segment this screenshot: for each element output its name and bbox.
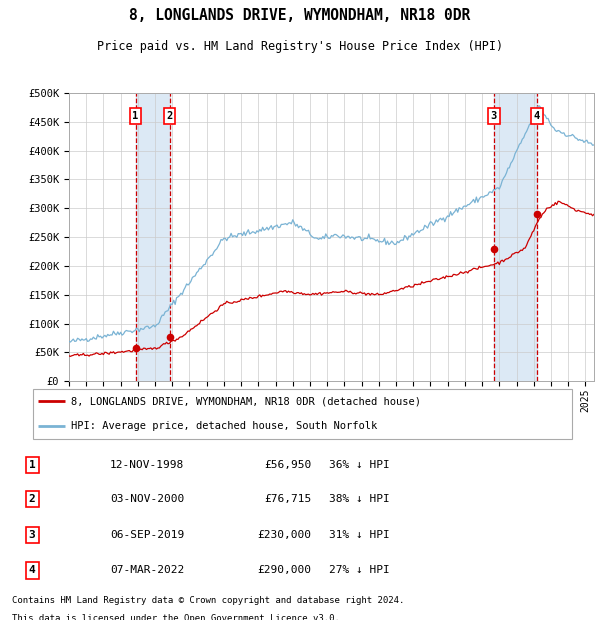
Text: 07-MAR-2022: 07-MAR-2022 [110, 565, 184, 575]
Text: Contains HM Land Registry data © Crown copyright and database right 2024.: Contains HM Land Registry data © Crown c… [12, 595, 404, 604]
Text: 8, LONGLANDS DRIVE, WYMONDHAM, NR18 0DR (detached house): 8, LONGLANDS DRIVE, WYMONDHAM, NR18 0DR … [71, 396, 421, 406]
FancyBboxPatch shape [33, 389, 572, 438]
Text: 8, LONGLANDS DRIVE, WYMONDHAM, NR18 0DR: 8, LONGLANDS DRIVE, WYMONDHAM, NR18 0DR [130, 8, 470, 23]
Text: 36% ↓ HPI: 36% ↓ HPI [329, 460, 389, 470]
Text: 06-SEP-2019: 06-SEP-2019 [110, 530, 184, 540]
Text: 2: 2 [29, 494, 35, 504]
Text: £230,000: £230,000 [257, 530, 311, 540]
Text: £76,715: £76,715 [264, 494, 311, 504]
Text: 1: 1 [29, 460, 35, 470]
Text: 4: 4 [534, 111, 540, 121]
Text: 03-NOV-2000: 03-NOV-2000 [110, 494, 184, 504]
Text: 12-NOV-1998: 12-NOV-1998 [110, 460, 184, 470]
Text: 3: 3 [29, 530, 35, 540]
Text: 38% ↓ HPI: 38% ↓ HPI [329, 494, 389, 504]
Text: 3: 3 [491, 111, 497, 121]
Text: 27% ↓ HPI: 27% ↓ HPI [329, 565, 389, 575]
Text: £56,950: £56,950 [264, 460, 311, 470]
Bar [494, 93, 537, 381]
Text: 31% ↓ HPI: 31% ↓ HPI [329, 530, 389, 540]
Text: Price paid vs. HM Land Registry's House Price Index (HPI): Price paid vs. HM Land Registry's House … [97, 40, 503, 53]
Text: £290,000: £290,000 [257, 565, 311, 575]
Text: 4: 4 [29, 565, 35, 575]
Bar [136, 93, 170, 381]
Text: HPI: Average price, detached house, South Norfolk: HPI: Average price, detached house, Sout… [71, 422, 377, 432]
Text: This data is licensed under the Open Government Licence v3.0.: This data is licensed under the Open Gov… [12, 614, 340, 620]
Text: 2: 2 [166, 111, 173, 121]
Text: 1: 1 [133, 111, 139, 121]
